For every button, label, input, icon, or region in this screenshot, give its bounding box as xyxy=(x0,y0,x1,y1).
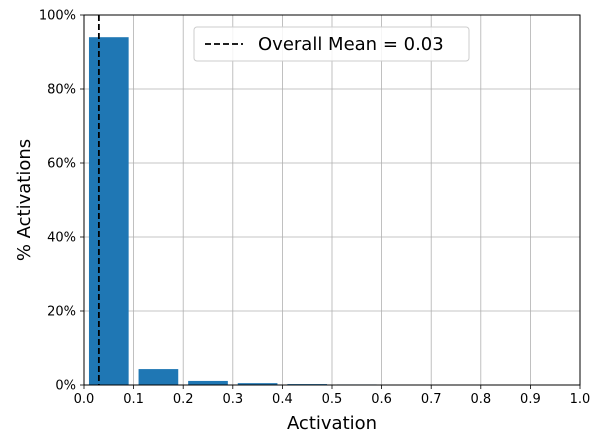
histogram-bar xyxy=(138,369,179,385)
x-tick-label: 0.8 xyxy=(470,392,491,407)
y-tick-label: 40% xyxy=(47,231,76,246)
x-tick-label: 0.2 xyxy=(173,392,194,407)
y-tick-label: 60% xyxy=(47,157,76,172)
histogram-bar xyxy=(188,380,228,385)
x-tick-label: 0.5 xyxy=(322,392,343,407)
x-axis-ticks: 0.0 0.1 0.2 0.3 0.4 0.5 0.6 0.7 0.8 0.9 1.0 xyxy=(74,385,591,407)
x-tick-label: 0.3 xyxy=(222,392,243,407)
y-axis-ticks: 0% 20% 40% 60% 80% 100% xyxy=(39,9,84,394)
y-tick-label: 0% xyxy=(55,379,76,394)
x-tick-label: 0.6 xyxy=(371,392,392,407)
grid xyxy=(83,14,581,386)
x-tick-label: 0.4 xyxy=(272,392,293,407)
histogram-bar xyxy=(88,37,129,385)
x-tick-label: 1.0 xyxy=(570,392,591,407)
legend: Overall Mean = 0.03 xyxy=(193,26,470,62)
x-axis-label: Activation xyxy=(287,413,377,434)
x-tick-label: 0.1 xyxy=(123,392,144,407)
x-tick-label: 0.0 xyxy=(74,392,95,407)
bars xyxy=(88,37,427,386)
y-tick-label: 20% xyxy=(47,305,76,320)
legend-label: Overall Mean = 0.03 xyxy=(258,34,444,55)
histogram-bar xyxy=(237,383,278,385)
x-tick-label: 0.7 xyxy=(421,392,442,407)
x-tick-label: 0.9 xyxy=(520,392,541,407)
legend-box xyxy=(193,26,470,62)
y-axis-label: % Activations xyxy=(14,139,35,261)
y-tick-label: 100% xyxy=(39,9,76,24)
y-tick-label: 80% xyxy=(47,83,76,98)
